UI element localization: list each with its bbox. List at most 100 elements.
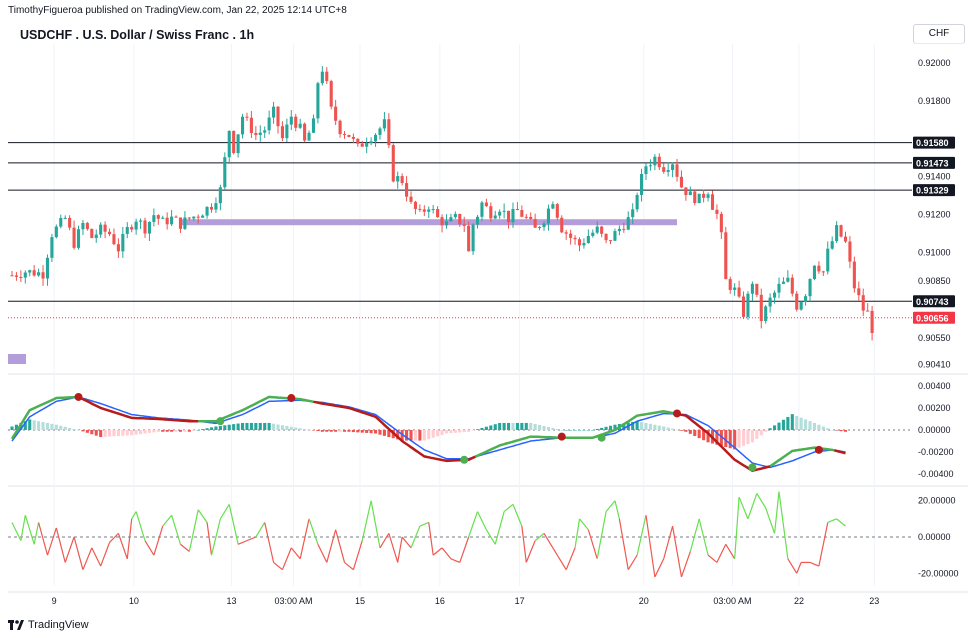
histogram-bar xyxy=(471,430,475,431)
momentum-segment xyxy=(756,493,767,509)
candle-body xyxy=(529,216,533,220)
signal-line xyxy=(11,396,846,469)
candle-body xyxy=(183,217,187,229)
momentum-segment xyxy=(836,518,846,527)
candle-body xyxy=(653,156,657,166)
candle-body xyxy=(843,236,848,242)
candle-body xyxy=(444,221,449,226)
x-tick-label: 20 xyxy=(639,596,649,606)
histogram-bar xyxy=(427,430,431,440)
y-tick-label: -0.00400 xyxy=(918,469,954,479)
histogram-bar xyxy=(147,430,151,433)
histogram-bar xyxy=(555,428,559,430)
candle-body xyxy=(471,224,475,252)
level-price-badge xyxy=(913,295,955,308)
candle-body xyxy=(170,216,174,225)
y-tick-label: 20.00000 xyxy=(918,496,956,506)
y-tick-label: 0.00000 xyxy=(918,532,951,542)
candle-body xyxy=(786,277,790,282)
level-price-badge xyxy=(913,156,955,169)
candle-body xyxy=(551,204,555,209)
wave-line xyxy=(10,395,82,440)
histogram-bar xyxy=(94,430,98,436)
level-price-label: 0.91329 xyxy=(916,186,949,196)
momentum-segment xyxy=(188,509,199,552)
candle-body xyxy=(85,222,89,230)
histogram-bar xyxy=(205,428,209,430)
histogram-bar xyxy=(546,426,551,430)
candle-body xyxy=(289,116,293,125)
candle-body xyxy=(604,233,608,241)
momentum-segment xyxy=(579,518,589,531)
momentum-segment xyxy=(20,515,26,541)
y-tick-label: 0.90850 xyxy=(918,276,951,286)
candle-body xyxy=(360,143,364,147)
momentum-segment xyxy=(197,509,208,523)
candle-body xyxy=(427,209,431,212)
momentum-segment xyxy=(654,558,665,578)
x-tick-label: 15 xyxy=(355,596,365,606)
candle-body xyxy=(19,276,23,278)
candle-body xyxy=(209,206,214,210)
histogram-bar xyxy=(214,426,218,430)
histogram-bar xyxy=(311,430,316,431)
momentum-segment xyxy=(432,547,443,556)
histogram-bar xyxy=(209,427,214,430)
momentum-segment xyxy=(707,554,718,563)
momentum-segment xyxy=(237,540,248,545)
momentum-segment xyxy=(618,518,629,570)
candle-body xyxy=(458,214,462,225)
candle-body xyxy=(45,257,50,279)
y-tick-label: 0.91400 xyxy=(918,172,951,182)
candle-body xyxy=(573,237,577,240)
histogram-bar xyxy=(746,430,750,445)
histogram-bar xyxy=(635,421,639,430)
histogram-bar xyxy=(365,430,369,433)
candle-body xyxy=(866,310,870,312)
histogram-bar xyxy=(50,423,54,430)
candle-body xyxy=(276,106,280,127)
candle-body xyxy=(688,191,692,196)
candle-body xyxy=(227,130,231,158)
tradingview-logo[interactable]: TradingView xyxy=(8,619,89,631)
symbol-title[interactable]: USDCHF . U.S. Dollar / Swiss Franc . 1h xyxy=(20,28,255,42)
histogram-bar xyxy=(648,423,652,430)
momentum-segment xyxy=(33,522,40,545)
candle-body xyxy=(520,210,524,217)
candle-body xyxy=(440,217,444,226)
histogram-bar xyxy=(719,430,723,446)
candle-body xyxy=(391,145,395,182)
momentum-segment xyxy=(308,518,319,545)
momentum-segment xyxy=(818,522,829,567)
momentum-segment xyxy=(171,515,182,545)
momentum-segment xyxy=(82,547,93,570)
candle-body xyxy=(657,156,661,168)
momentum-segment xyxy=(299,518,310,559)
candle-body xyxy=(631,209,635,218)
momentum-segment xyxy=(698,518,709,556)
momentum-segment xyxy=(476,511,487,531)
cross-marker xyxy=(557,432,566,441)
candle-body xyxy=(493,215,497,219)
candle-body xyxy=(538,227,542,229)
candle-body xyxy=(413,201,417,209)
x-tick-label: 13 xyxy=(226,596,236,606)
candle-body xyxy=(214,203,218,210)
histogram-bar xyxy=(192,430,196,431)
histogram-bar xyxy=(116,430,120,437)
candle-body xyxy=(378,128,382,135)
momentum-segment xyxy=(534,532,545,542)
momentum-segment xyxy=(716,543,727,563)
momentum-segment xyxy=(587,529,598,559)
momentum-segment xyxy=(614,500,620,519)
histogram-bar xyxy=(600,427,604,430)
candle-body xyxy=(564,232,568,234)
histogram-bar xyxy=(85,430,89,433)
histogram-bar xyxy=(263,422,267,430)
momentum-segment xyxy=(11,522,22,541)
momentum-segment xyxy=(485,529,496,545)
candle-body xyxy=(125,226,129,234)
histogram-bar xyxy=(773,425,777,430)
momentum-segment xyxy=(521,526,527,563)
